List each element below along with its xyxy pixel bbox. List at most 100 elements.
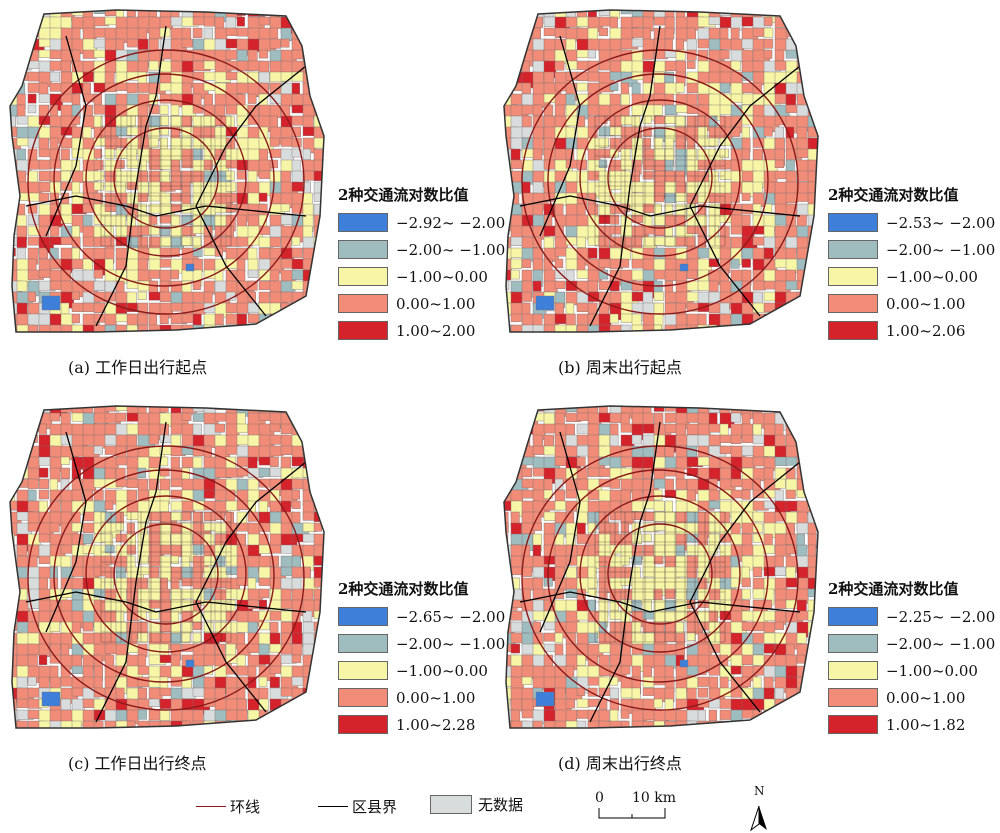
map-cell [38, 676, 50, 689]
map-cell [504, 236, 512, 248]
map-cell [664, 159, 674, 172]
map-cell [269, 236, 281, 248]
map-cell [28, 732, 43, 742]
map-cell [148, 60, 159, 71]
map-cell [137, 60, 149, 73]
map-cell [763, 621, 776, 633]
map-cell [247, 280, 258, 291]
map-cell [159, 687, 173, 697]
map-cell [159, 313, 169, 324]
map-cell [313, 412, 324, 428]
no-data-swatch [430, 795, 472, 814]
ring-road-key: 环线 [196, 796, 260, 817]
map-cell [258, 49, 269, 59]
map-cell [620, 423, 633, 433]
map-cell [587, 280, 598, 293]
legend-label: −2.53~ −2.00 [886, 213, 996, 232]
map-cell [576, 610, 590, 621]
map-cell [819, 39, 830, 53]
map-cell [10, 599, 14, 611]
swatch-class2 [338, 634, 388, 653]
map-cell [203, 610, 217, 621]
map-cell [10, 467, 16, 486]
map-cell [576, 71, 590, 81]
map-cell [807, 577, 818, 590]
district-boundary [539, 35, 581, 237]
map-cell [280, 38, 290, 48]
map-cell [642, 313, 656, 327]
map-cell [192, 544, 204, 555]
map-cell [27, 93, 37, 104]
map-cell [159, 236, 172, 248]
map-cell [104, 313, 117, 326]
map-cell [325, 457, 336, 467]
map-cell [785, 313, 796, 329]
choropleth-map-d [503, 405, 829, 729]
map-cell [610, 336, 627, 341]
swatch-class1 [338, 607, 388, 626]
north-label: N [754, 784, 765, 798]
legend-label: −2.25~ −2.00 [886, 607, 996, 626]
map-cell [719, 148, 729, 159]
map-cell [686, 632, 696, 641]
ring-road [607, 127, 713, 229]
map-cell [49, 423, 62, 436]
ring-road [113, 523, 219, 625]
map-cell [664, 93, 674, 106]
map-cell [291, 698, 309, 716]
map-cell [16, 324, 35, 332]
map-cell [126, 544, 137, 555]
map-cell [796, 687, 813, 703]
map-cell [325, 468, 335, 484]
map-cell [796, 38, 815, 50]
map-cell [302, 467, 315, 478]
map-cell [269, 27, 279, 40]
map-cell [247, 621, 258, 633]
map-cell [49, 478, 58, 492]
map-cell [159, 104, 169, 115]
map-cell [708, 137, 719, 147]
map-cell [686, 49, 697, 61]
swatch-class2 [828, 240, 878, 259]
map-cell [807, 269, 818, 285]
map-cell [247, 93, 257, 104]
map-cell [313, 610, 323, 620]
map-cell [325, 127, 336, 140]
map-cell [504, 71, 510, 81]
map-cell [236, 665, 250, 676]
map-cell [325, 292, 336, 303]
map-cell [631, 555, 642, 565]
map-cell [664, 423, 677, 434]
map-cell [302, 16, 317, 26]
map-cell [291, 456, 304, 467]
map-cell [104, 148, 115, 160]
map-cell [182, 336, 196, 341]
map-cell [16, 148, 26, 161]
map-cell [137, 291, 147, 300]
map-cell [819, 435, 829, 451]
map-cell [675, 192, 687, 202]
map-cell [27, 676, 37, 686]
map-cell [10, 555, 15, 569]
legend-title: 2种交通流对数比值 [828, 186, 959, 204]
map-cell [774, 599, 788, 609]
map-cell [731, 336, 741, 341]
map-cell [763, 126, 773, 137]
map-cell [807, 324, 818, 332]
map-cell [653, 544, 666, 558]
map-cell [642, 115, 652, 124]
map-cell [598, 159, 608, 168]
map-cell [49, 522, 60, 533]
map-cell [632, 336, 644, 341]
map-cell [171, 732, 180, 742]
map-cell [807, 720, 818, 728]
map-cell [72, 336, 86, 341]
map-cell [510, 412, 524, 427]
map-cell [796, 709, 813, 724]
legend-item: 1.00~2.28 [338, 711, 528, 738]
legend-item: −2.00~ −1.00 [828, 236, 1000, 263]
map-cell [60, 60, 72, 72]
legend-label: −1.00~0.00 [396, 267, 488, 286]
map-cell [192, 16, 205, 26]
map-cell [741, 654, 754, 665]
